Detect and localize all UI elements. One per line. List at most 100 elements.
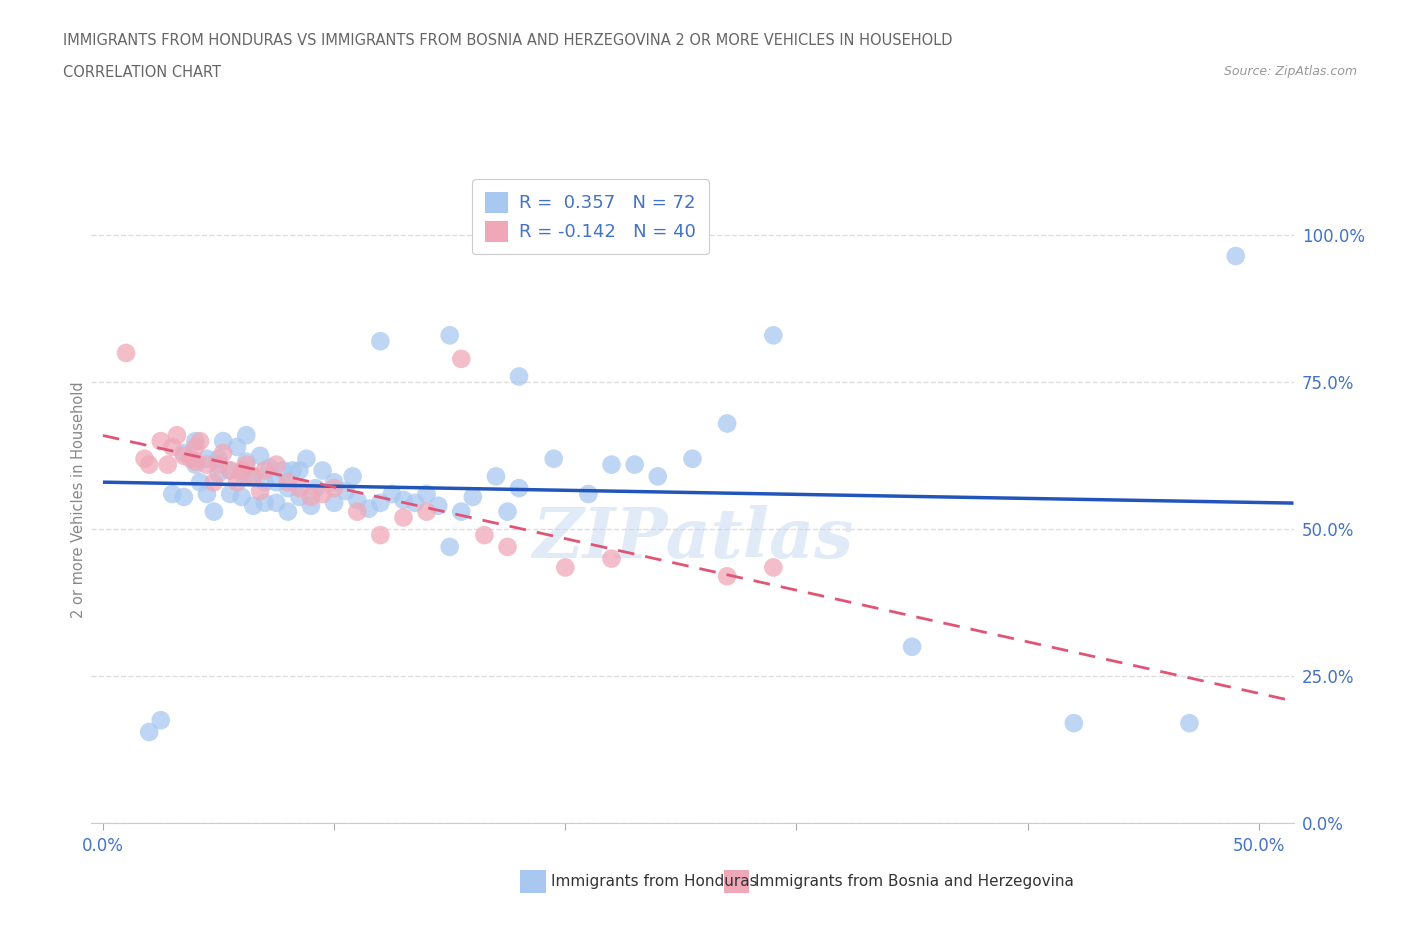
Point (231, 489, 253, 504)
Point (281, 463, 304, 478)
Point (304, 481, 326, 496)
Point (647, 469, 669, 484)
Point (235, 454, 257, 469)
Point (259, 460, 281, 475)
Point (242, 469, 264, 484)
Point (450, 352, 472, 366)
Point (253, 475, 276, 490)
Point (212, 433, 235, 448)
Point (299, 489, 322, 504)
Point (156, 458, 179, 472)
Point (439, 328, 461, 343)
Point (311, 486, 333, 501)
Point (508, 369, 530, 384)
Point (184, 433, 207, 448)
Point (578, 486, 600, 501)
Point (277, 504, 299, 519)
Point (219, 463, 242, 478)
Point (288, 481, 311, 496)
Point (266, 496, 288, 511)
Point (149, 433, 172, 448)
Point (311, 463, 333, 478)
Point (901, 639, 924, 654)
Point (277, 475, 299, 490)
Point (288, 489, 311, 504)
Point (277, 481, 299, 496)
Point (235, 428, 257, 443)
Point (184, 440, 207, 455)
Point (235, 458, 257, 472)
Point (202, 475, 225, 490)
Point (266, 458, 288, 472)
Point (323, 481, 346, 496)
Text: ZIPatlas: ZIPatlas (531, 505, 853, 572)
Point (180, 451, 202, 466)
Point (195, 486, 218, 501)
Point (226, 440, 249, 455)
Point (392, 510, 415, 525)
Point (173, 448, 195, 463)
Text: CORRELATION CHART: CORRELATION CHART (63, 65, 221, 80)
Point (138, 458, 160, 472)
Text: Immigrants from Bosnia and Herzegovina: Immigrants from Bosnia and Herzegovina (755, 874, 1074, 889)
Point (253, 463, 276, 478)
Point (450, 504, 472, 519)
Point (681, 451, 703, 466)
Point (173, 489, 195, 504)
Point (162, 440, 184, 455)
Point (716, 416, 738, 431)
Point (346, 504, 368, 519)
Point (226, 475, 249, 490)
Point (415, 486, 437, 501)
Point (207, 458, 229, 472)
Point (249, 484, 271, 498)
Point (496, 539, 519, 554)
Point (184, 458, 207, 472)
Point (762, 560, 785, 575)
Point (184, 454, 207, 469)
Point (496, 504, 519, 519)
Point (299, 498, 322, 513)
Point (249, 448, 271, 463)
Point (288, 463, 311, 478)
Point (271, 463, 294, 478)
Point (415, 504, 437, 519)
Point (323, 496, 346, 511)
Point (381, 486, 404, 501)
Point (346, 493, 368, 508)
Point (219, 486, 242, 501)
Point (554, 560, 576, 575)
Point (370, 527, 392, 542)
Point (253, 496, 276, 511)
Point (1225, 248, 1247, 263)
Y-axis label: 2 or more Vehicles in Household: 2 or more Vehicles in Household (70, 381, 86, 618)
Point (162, 486, 184, 501)
Point (600, 458, 623, 472)
Point (600, 551, 623, 566)
Point (427, 498, 450, 513)
Point (370, 496, 392, 511)
Point (461, 489, 484, 504)
Point (404, 496, 426, 511)
Point (508, 481, 530, 496)
Text: IMMIGRANTS FROM HONDURAS VS IMMIGRANTS FROM BOSNIA AND HERZEGOVINA 2 OR MORE VEH: IMMIGRANTS FROM HONDURAS VS IMMIGRANTS F… (63, 33, 953, 47)
Point (188, 475, 211, 490)
Point (335, 484, 357, 498)
Point (202, 504, 225, 519)
Point (212, 445, 235, 460)
Point (242, 498, 264, 513)
Point (439, 539, 461, 554)
Point (323, 475, 346, 490)
Point (173, 445, 195, 460)
Point (231, 463, 253, 478)
Point (1063, 716, 1085, 731)
Point (357, 501, 380, 516)
Point (485, 469, 508, 484)
Point (392, 493, 415, 508)
Point (716, 569, 738, 584)
Point (149, 712, 172, 727)
Point (207, 451, 229, 466)
Legend: R =  0.357   N = 72, R = -0.142   N = 40: R = 0.357 N = 72, R = -0.142 N = 40 (472, 179, 709, 255)
Point (1178, 716, 1201, 731)
Point (543, 451, 565, 466)
